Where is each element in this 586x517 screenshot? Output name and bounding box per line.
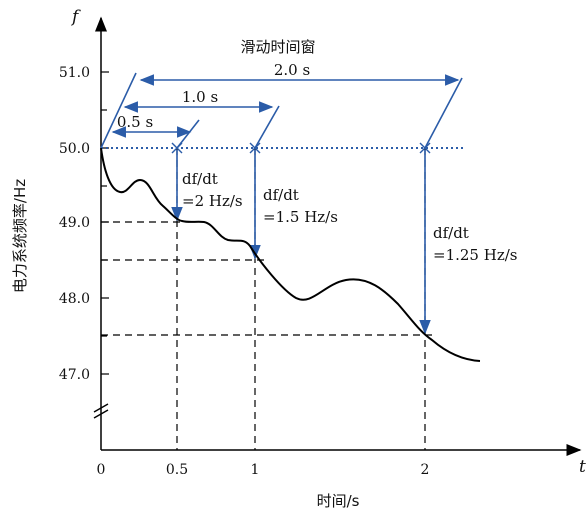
window-label-1-0: 1.0 s: [182, 88, 218, 106]
window-arrows: [111, 74, 460, 138]
rate-label-2: df/dt =1.5 Hz/s: [263, 186, 338, 226]
frequency-curve: [100, 147, 481, 362]
axis-break-mark: [93, 403, 109, 419]
rate-label-3: df/dt =1.25 Hz/s: [433, 224, 517, 264]
y-tick-marks: [101, 71, 109, 375]
y-tick-51: 51.0: [59, 65, 90, 81]
rate-3-line2: =1.25 Hz/s: [433, 246, 517, 264]
x-tick-0: 0: [97, 462, 106, 478]
y-tick-50: 50.0: [59, 141, 90, 157]
window-slants: [100, 72, 463, 149]
rate-label-1: df/dt =2 Hz/s: [182, 170, 243, 210]
x-tick-0-5: 0.5: [166, 462, 188, 478]
rate-2-line2: =1.5 Hz/s: [263, 208, 338, 226]
cross-markers: [171, 142, 431, 154]
y-tick-48: 48.0: [59, 291, 90, 307]
y-tick-49: 49.0: [59, 215, 90, 231]
cross-marker-t1: [249, 142, 261, 154]
drop-arrows: [171, 150, 431, 335]
cross-marker-t0-5: [171, 142, 183, 154]
y-tick-47: 47.0: [59, 367, 90, 383]
x-tick-1: 1: [251, 462, 260, 478]
rate-1-line2: =2 Hz/s: [182, 192, 243, 210]
x-axis-symbol: t: [579, 457, 586, 477]
rate-3-line1: df/dt: [433, 224, 469, 242]
window-label-0-5: 0.5 s: [117, 113, 153, 131]
window-2-slant: [424, 77, 463, 149]
window-label-2-0: 2.0 s: [274, 61, 310, 79]
rate-1-line1: df/dt: [182, 170, 218, 188]
cross-marker-t2: [419, 142, 431, 154]
window-start-slant: [100, 72, 137, 149]
x-tick-2: 2: [421, 462, 430, 478]
y-axis-title: 电力系统频率/Hz: [11, 179, 29, 293]
diagram-title: 滑动时间窗: [240, 38, 315, 56]
rate-2-line1: df/dt: [263, 186, 299, 204]
x-axis-title: 时间/s: [317, 492, 360, 510]
y-axis-symbol: f: [70, 7, 81, 27]
window-1-slant: [254, 105, 280, 149]
